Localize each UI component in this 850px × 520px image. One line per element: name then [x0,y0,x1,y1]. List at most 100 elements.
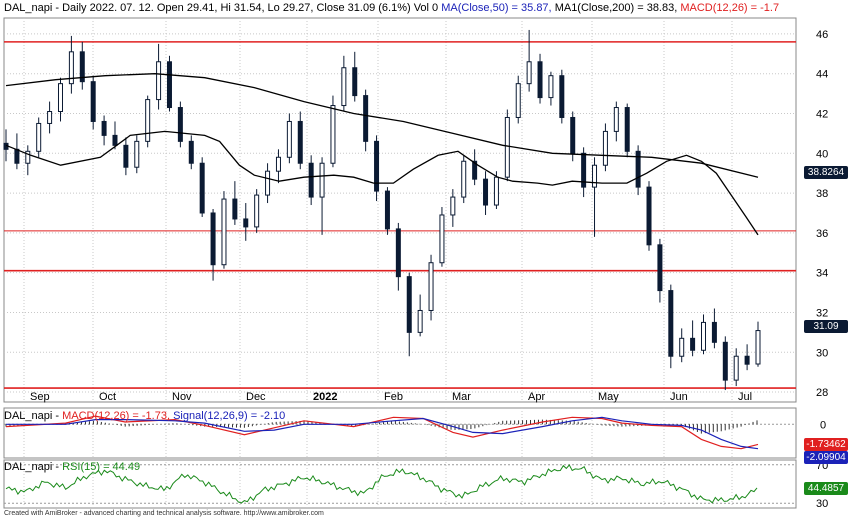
candle-body [722,341,728,381]
price-panel-frame [3,17,797,403]
price-y-tick-label: 36 [816,228,828,240]
signal-line [6,416,759,450]
candle-body [679,337,685,357]
candle-body [602,130,608,166]
candle-body [363,95,369,142]
x-tick-label: 2022 [313,391,337,403]
candle-body [635,150,641,188]
x-tick-label: Dec [246,391,266,403]
candle-body [559,75,565,118]
candle-body [286,120,292,158]
candle-body [254,194,260,228]
candle-body [384,190,390,230]
candle-body [374,140,380,192]
price-y-tick-label: 42 [816,109,828,121]
candle-body [265,170,271,196]
candle-body [461,160,467,198]
signal-label: Signal(12,26,9) = -2.10 [173,410,286,422]
candle-body [330,105,336,164]
candle-body [134,140,140,168]
candle-body [275,156,281,172]
price-y-tick-label: 40 [816,148,828,160]
candle-body [504,116,510,178]
candle-body [428,262,434,311]
candle-body [101,120,107,136]
candle-body [515,83,521,118]
macd-panel-header: DAL_napi - MACD(12,26) = -1.73, Signal(1… [4,410,285,422]
candle-body [199,162,205,214]
candle-body [690,337,696,351]
candle-body [395,228,401,278]
candle-body [188,140,194,164]
rsi-label: RSI(15) = 44.49 [62,461,141,473]
candle-body [341,67,347,107]
candle-body [733,355,739,381]
main-title: DAL_napi - Daily 2022. 07. 12. Open 29.4… [4,2,439,14]
candle-body [57,83,63,113]
candle-body [701,321,707,351]
ma50-line [5,130,759,236]
x-tick-label: Oct [99,391,116,403]
x-tick-label: Nov [172,391,192,403]
price-y-tick-label: 46 [816,29,828,41]
candle-body [166,61,172,109]
x-tick-label: Apr [528,391,545,403]
ma200-label: MA1(Close,200) = 38.83, [554,2,678,14]
candle-body [493,176,499,206]
candle-body [123,144,129,168]
candle-body [90,81,96,122]
candle-body [526,61,532,85]
candle-body [624,107,630,152]
candle-body [570,116,576,154]
candle-body [755,330,761,365]
price-panel-header: DAL_napi - Daily 2022. 07. 12. Open 29.4… [4,2,779,14]
price-y-tick-label: 38 [816,188,828,200]
candle-body [308,162,314,198]
candle-body [472,160,478,180]
candle-body [14,148,20,164]
candle-body [210,212,216,266]
x-tick-label: Sep [30,391,50,403]
footer-credit: Created with AmiBroker - advanced charti… [4,510,324,517]
macd-label: MACD(12,26) = -1.73, [62,410,171,422]
ma50-label: MA(Close,50) = 35.87, [441,2,552,14]
candle-body [646,186,652,246]
x-tick-label: Mar [452,391,471,403]
rsi-panel-frame [3,459,797,509]
candle-body [548,75,554,99]
candle-body [68,51,74,85]
x-tick-label: Feb [384,391,403,403]
rsi-value-tag: 44.4857 [804,482,848,495]
price-y-tick-label: 34 [816,268,828,280]
macd-panel-prefix: DAL_napi - [4,410,60,422]
price-y-tick-label: 30 [816,347,828,359]
candle-body [177,107,183,142]
candle-body [439,214,445,264]
candle-body [537,61,543,99]
candle-body [711,321,717,343]
price-y-tick-label: 32 [816,307,828,319]
x-tick-label: Jun [670,391,688,403]
candle-body [232,198,238,220]
rsi-y-tick-label: 30 [816,498,828,510]
signal-value-tag: -2.09904 [804,451,848,464]
candle-body [613,107,619,132]
macd-y-tick-label: 0 [820,419,826,431]
candle-body [592,164,598,188]
candle-body [243,218,249,228]
macd-value-tag: -1.73462 [804,438,848,451]
candle-body [221,198,227,266]
price-y-tick-label: 28 [816,387,828,399]
x-tick-label: Jul [738,391,752,403]
macd-line [5,415,759,450]
price-y-tick-label: 44 [816,69,828,81]
candle-body [352,67,358,97]
rsi-panel-header: DAL_napi - RSI(15) = 44.49 [4,461,140,473]
candle-body [145,99,151,142]
candle-body [36,122,42,152]
ma200-line [5,73,759,178]
rsi-panel-prefix: DAL_napi - [4,461,60,473]
close-value-tag: 31.09 [804,320,848,333]
candle-body [744,355,750,365]
